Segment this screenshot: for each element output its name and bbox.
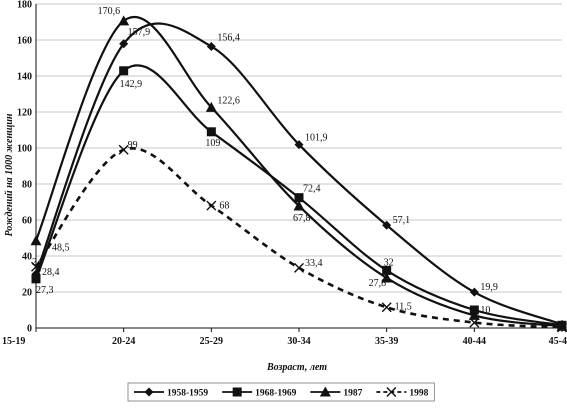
y-axis-title: Рождений на 1000 женщин [4, 113, 15, 236]
marker-1968-1969-2 [207, 127, 216, 136]
data-label-1998-4: 11,5 [395, 301, 412, 312]
marker-1998-3 [295, 263, 304, 272]
data-label-1968-1969-5: 10 [480, 305, 490, 316]
x-tick-label-15-19: 15-19 [2, 336, 25, 347]
series-line-1958-1959 [36, 24, 562, 325]
legend-label-1958-1959: 1958-1959 [167, 389, 208, 399]
x-axis-title: Возраст, лет [266, 362, 327, 373]
data-label-1987-4: 27,8 [369, 278, 387, 289]
y-tick-label-120: 120 [17, 108, 32, 119]
x-tick-label-45-4: 45-4 [549, 336, 567, 347]
y-tick-label-0: 0 [27, 324, 32, 335]
y-tick-label-40: 40 [22, 252, 32, 263]
data-label-1958-1959-5: 19,9 [480, 282, 498, 293]
legend-label-1968-1969: 1968-1969 [255, 389, 296, 399]
data-label-1958-1959-3: 101,9 [305, 133, 328, 144]
data-label-1998-3: 33,4 [305, 258, 323, 269]
data-label-1987-3: 67,8 [293, 213, 311, 224]
data-label-1987-1: 170,6 [98, 6, 121, 17]
data-label-1987-2: 122,6 [217, 95, 240, 106]
x-tick-label-35-39: 35-39 [375, 336, 398, 347]
data-label-1958-1959-1: 157,9 [128, 27, 150, 38]
data-label-1968-1969-2: 109 [205, 138, 220, 149]
y-tick-label-180: 180 [17, 0, 32, 11]
data-label-1998-0: 24 [32, 257, 42, 268]
legend-marker-1958-1959 [145, 388, 154, 397]
legend-label-1987: 1987 [343, 389, 362, 399]
y-tick-label-140: 140 [17, 72, 32, 83]
marker-1968-1969-1 [119, 66, 128, 75]
data-label-1968-1969-4: 32 [384, 257, 394, 268]
x-tick-label-40-44: 40-44 [463, 336, 486, 347]
marker-1998-2 [207, 201, 216, 210]
data-label-1958-1959-4: 57,1 [393, 215, 411, 226]
data-label-1998-2: 68 [219, 201, 229, 212]
data-label-1968-1969-3: 72,4 [303, 184, 321, 195]
marker-1987-0 [31, 235, 42, 245]
legend-marker-1998 [387, 388, 396, 397]
series-lines [36, 17, 562, 327]
x-tick-label-25-29: 25-29 [200, 336, 223, 347]
data-label-1958-1959-2: 156,4 [217, 32, 240, 43]
y-tick-label-80: 80 [22, 180, 32, 191]
legend: 1958-1959 1968-1969 1987 1998 [128, 383, 434, 401]
y-tick-label-100: 100 [17, 144, 32, 155]
data-label-extra-0: 28,4 [42, 267, 60, 278]
x-tick-label-30-34: 30-34 [287, 336, 310, 347]
data-label-1998-1: 99 [128, 140, 138, 151]
series-line-1998 [36, 148, 562, 327]
marker-1968-1969-0 [32, 274, 41, 283]
data-label-1987-0: 48,5 [52, 243, 70, 254]
legend-label-1998: 1998 [409, 389, 428, 399]
y-tick-label-20: 20 [22, 288, 32, 299]
x-tick-label-20-24: 20-24 [112, 336, 135, 347]
data-label-1968-1969-1: 142,9 [120, 79, 142, 90]
series-line-1987 [36, 17, 562, 326]
y-tick-label-160: 160 [17, 36, 32, 47]
axes: 0 20 40 60 80 100 120 140 160 180 15-19 20-24 25-29 3… [2, 0, 567, 347]
marker-1958-1959-5 [470, 288, 479, 297]
data-label-1968-1969-0: 27,3 [36, 285, 54, 296]
legend-marker-1968-1969 [233, 388, 242, 397]
y-tick-label-60: 60 [22, 216, 32, 227]
